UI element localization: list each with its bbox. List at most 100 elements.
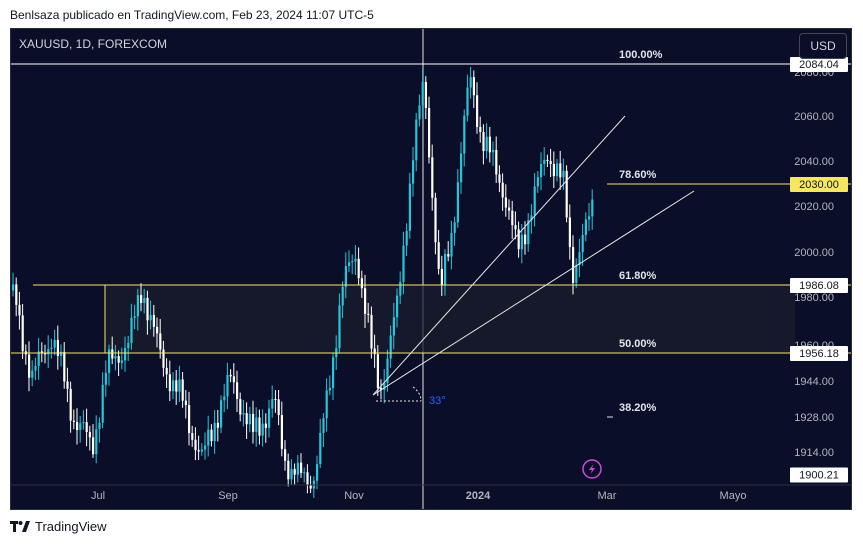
candle-body <box>332 357 335 388</box>
candle-body <box>40 351 43 353</box>
candle-body <box>453 222 456 233</box>
candle-body <box>146 297 149 321</box>
angle-arc <box>412 386 422 402</box>
candle-body <box>92 437 95 455</box>
candle <box>261 409 264 447</box>
trendline-upper <box>372 115 626 396</box>
candle-body <box>232 376 235 383</box>
candle-body <box>252 414 255 432</box>
price-tick-label: 1980.00 <box>794 292 834 304</box>
candle-body <box>428 108 431 158</box>
chart-panel[interactable]: 33° 100.00% 78.60% 61.80% 50.00% 38.20% 1914… <box>10 28 852 510</box>
candle-body <box>492 149 495 153</box>
time-tick-label: Jul <box>91 490 105 502</box>
candle-body <box>168 374 171 392</box>
candle-body <box>463 115 466 154</box>
candle <box>85 408 88 447</box>
candle <box>204 432 207 460</box>
candle <box>463 109 466 167</box>
candle <box>501 173 504 211</box>
tradingview-logo-icon <box>10 520 30 532</box>
candle <box>146 290 149 335</box>
price-label-text: 2084.04 <box>799 59 839 71</box>
candle <box>303 467 306 483</box>
candle-body <box>306 472 309 486</box>
candle-body <box>389 335 392 359</box>
candle-body <box>204 445 207 450</box>
candle-body <box>472 77 475 96</box>
candle-body <box>159 333 162 350</box>
candle <box>581 223 584 266</box>
candle-body <box>248 414 251 425</box>
candle <box>200 443 203 456</box>
candle <box>223 383 226 413</box>
candle <box>258 409 261 445</box>
candle-body <box>18 304 21 316</box>
candle-body <box>364 288 367 314</box>
candle <box>351 254 354 275</box>
time-tick-label: Nov <box>344 490 364 502</box>
candle <box>344 252 347 299</box>
candle <box>197 435 200 461</box>
candle-body <box>226 374 229 397</box>
trendline-lower <box>372 190 695 396</box>
candle <box>47 335 50 369</box>
candle <box>12 272 15 297</box>
candle-body <box>354 258 357 262</box>
candle-body <box>242 413 245 415</box>
candle <box>444 249 447 296</box>
footer-brand[interactable]: TradingView <box>10 519 107 534</box>
candle-body <box>172 380 175 392</box>
candle-body <box>178 379 181 392</box>
price-chart[interactable]: 33° 100.00% 78.60% 61.80% 50.00% 38.20% 1914… <box>11 29 851 509</box>
price-tick-label: 1944.00 <box>794 376 834 388</box>
candle-body <box>60 351 63 356</box>
candle-body <box>460 153 463 183</box>
candle-body <box>562 170 565 178</box>
candle-body <box>287 460 290 480</box>
candle-body <box>72 420 75 422</box>
candle-body <box>261 423 264 436</box>
candle <box>69 381 72 433</box>
candle <box>143 288 146 314</box>
candle-body <box>220 400 223 428</box>
candle-body <box>101 384 104 423</box>
candle <box>578 238 581 278</box>
candle-body <box>325 390 328 419</box>
candle-body <box>47 349 50 355</box>
candle <box>287 453 290 487</box>
candle <box>568 204 571 260</box>
candle-body <box>524 234 527 245</box>
candle <box>104 360 107 397</box>
fib-labels-layer: 100.00% 78.60% 61.80% 50.00% 38.20% <box>619 49 663 414</box>
candle <box>60 344 63 367</box>
candle-body <box>290 468 293 480</box>
candle-body <box>568 217 571 248</box>
candle <box>76 408 79 445</box>
candle-body <box>69 388 72 421</box>
candle-body <box>565 170 568 218</box>
candle <box>408 172 411 239</box>
price-label-text: 1986.08 <box>799 280 839 292</box>
price-label-tag: 1956.18 <box>790 346 848 361</box>
candle-body <box>328 387 331 391</box>
candle-body <box>210 429 213 442</box>
candle-body <box>556 163 559 177</box>
candle-body <box>82 422 85 424</box>
currency-button[interactable]: USD <box>799 33 847 59</box>
candle <box>504 184 507 217</box>
candle-body <box>143 297 146 303</box>
lightning-icon[interactable] <box>582 459 602 479</box>
candle <box>508 199 511 220</box>
candle-body <box>511 210 514 226</box>
candle <box>386 349 389 392</box>
price-label-text: 1956.18 <box>799 348 839 360</box>
price-label-tag: 2030.00 <box>790 177 848 192</box>
candle-body <box>546 159 549 161</box>
candle <box>479 116 482 143</box>
candle-body <box>28 354 31 378</box>
candle-body <box>76 421 79 430</box>
candle <box>290 459 293 485</box>
candle-body <box>95 429 98 455</box>
candle-body <box>277 399 280 416</box>
